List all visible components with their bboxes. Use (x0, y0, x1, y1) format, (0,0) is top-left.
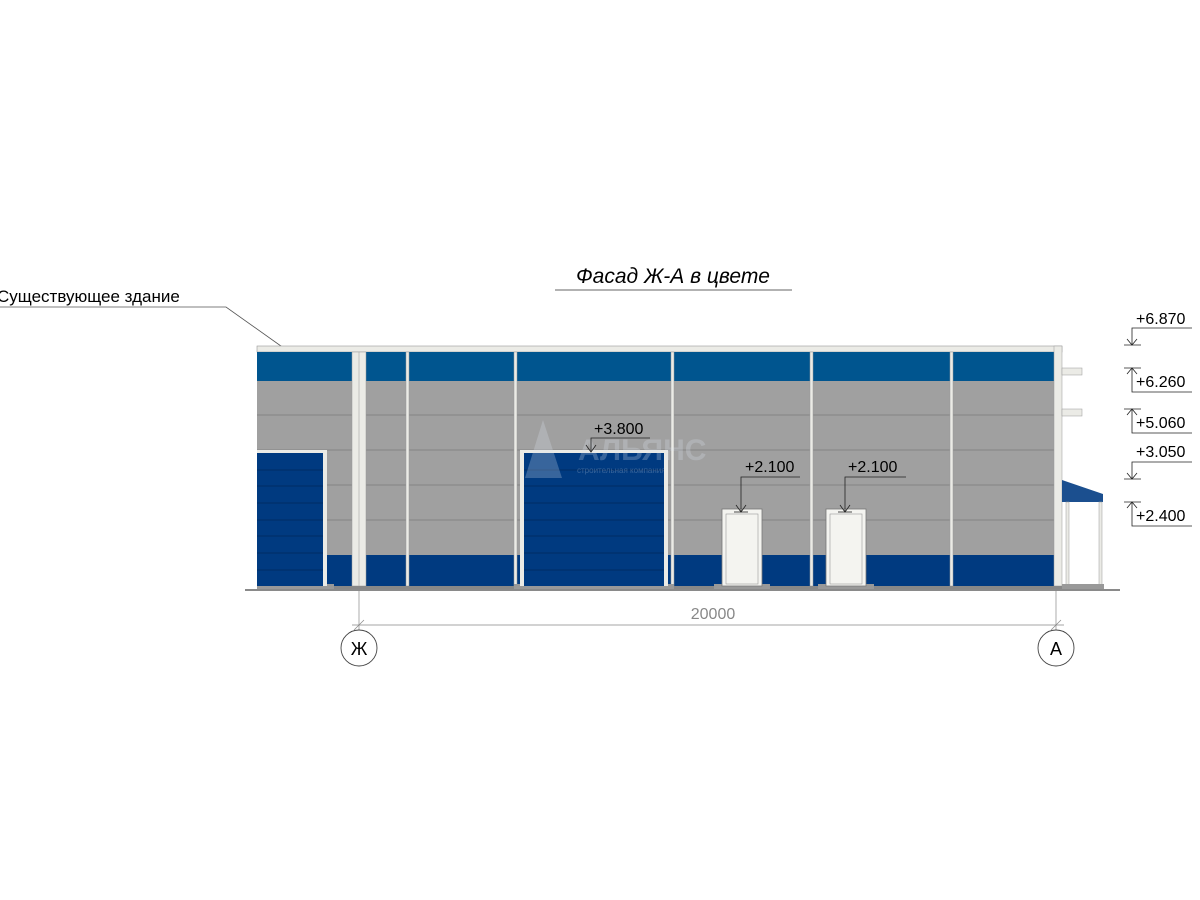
building-facade (245, 345, 1120, 591)
level-mark: +5.060 (1136, 415, 1185, 432)
watermark-logo: АЛЬЯНС строительная компания (525, 420, 706, 478)
axis-bubble (1037, 629, 1075, 667)
drawing-title: Фасад Ж-А в цвете (576, 265, 770, 288)
door-2 (825, 508, 867, 587)
level-mark: +2.400 (1136, 508, 1185, 525)
gate-height-mark: +3.800 (594, 421, 643, 438)
axis-label: А (1050, 639, 1062, 659)
label-leader (0, 306, 303, 362)
level-mark: +3.050 (1136, 444, 1185, 461)
level-mark: +6.260 (1136, 374, 1185, 391)
level-mark: +6.870 (1136, 311, 1185, 328)
door-1 (721, 508, 763, 587)
svg-text:АЛЬЯНС: АЛЬЯНС (578, 434, 706, 467)
door-1-height-mark: +2.100 (745, 459, 794, 476)
existing-building-label: Существующее здание (0, 287, 180, 306)
canopy (1062, 480, 1103, 502)
left-gate (257, 450, 327, 586)
overall-dimension: 20000 (691, 606, 736, 623)
svg-text:строительная компания: строительная компания (577, 466, 666, 475)
door-2-height-mark: +2.100 (848, 459, 897, 476)
axis-label: Ж (351, 639, 368, 659)
main-gate (520, 450, 668, 586)
axis-bubble (340, 629, 378, 667)
level-marks (1124, 327, 1192, 527)
